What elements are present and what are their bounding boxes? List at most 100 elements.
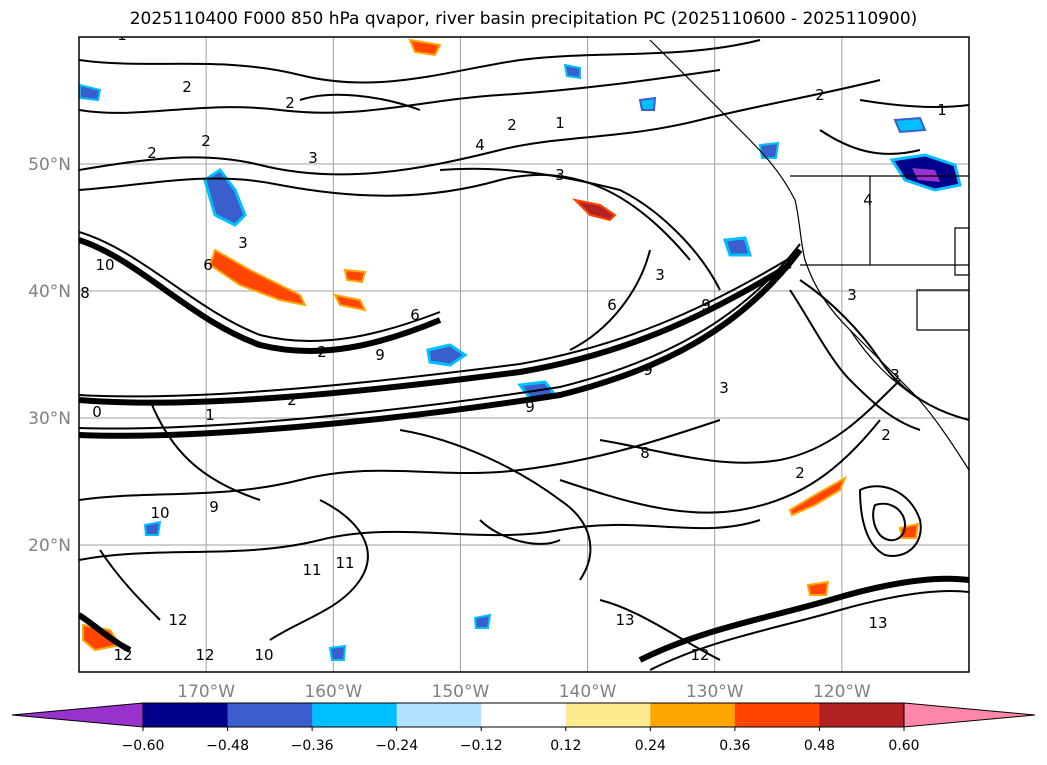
contour-value-label: 10: [95, 256, 114, 274]
coastlines: [649, 39, 969, 471]
precip-patch-positive: [343, 268, 367, 284]
contour-value-label: 2: [507, 116, 517, 134]
contour-value-label: 3: [238, 234, 248, 252]
contour-band: [79, 262, 792, 406]
precip-patch-positive: [82, 623, 122, 652]
contour-line: [872, 502, 907, 542]
contour-line: [79, 519, 761, 561]
contour-value-label: 2: [287, 391, 297, 409]
longitude-label: 150°W: [432, 682, 490, 702]
contour-value-label: 11: [335, 554, 354, 572]
coastline: [954, 227, 969, 276]
precip-patch-negative: [758, 141, 780, 159]
contour-value-label: 3: [308, 149, 318, 167]
contour-value-label: 2: [285, 94, 295, 112]
colorbar-segment: [143, 703, 229, 727]
contour-line: [479, 519, 561, 545]
contour-value-label: 9: [643, 361, 653, 379]
contour-line: [858, 485, 922, 557]
contour-value-label: 8: [640, 444, 650, 462]
precip-patch-negative: [203, 167, 247, 227]
precip-patch-positive: [571, 198, 617, 222]
colorbar-segment: [396, 703, 482, 727]
coastline: [849, 329, 921, 401]
contour-value-label: 9: [525, 398, 535, 416]
contour-line: [399, 429, 592, 581]
latitude-label: 20°N: [28, 536, 71, 556]
contour-band: [79, 243, 801, 430]
map-frame: [78, 36, 970, 673]
colorbar-tick-label: 0.12: [550, 738, 581, 754]
contour-value-label: 4: [863, 191, 873, 209]
contour-value-label: 2: [795, 464, 805, 482]
contour-band: [79, 231, 441, 343]
precip-shading: [79, 38, 962, 661]
precip-patch-negative: [638, 96, 657, 111]
contour-value-label: 4: [475, 136, 485, 154]
contour-value-label: 13: [615, 611, 634, 629]
moisture-contours: [79, 39, 969, 671]
contour-value-label: 12: [195, 646, 214, 664]
colorbar-segment: [650, 703, 736, 727]
contour-line: [819, 129, 921, 155]
contour-value-label: 1: [937, 101, 947, 119]
colorbar-tick-label: 0.24: [635, 738, 666, 754]
contour-line: [79, 39, 761, 84]
contour-line: [599, 599, 721, 661]
contour-line: [559, 419, 881, 514]
contour-line: [789, 289, 921, 431]
longitude-label: 120°W: [813, 682, 871, 702]
contour-value-label: 2: [201, 132, 211, 150]
longitude-label: 160°W: [304, 682, 362, 702]
latitude-label: 50°N: [28, 155, 71, 175]
precip-patch-negative: [328, 644, 347, 661]
coastline: [916, 289, 969, 331]
contour-line: [79, 69, 721, 114]
contour-value-label: 2: [815, 86, 825, 104]
contour-value-label: 11: [302, 561, 321, 579]
contour-value-label: 1: [205, 406, 215, 424]
contour-line: [269, 499, 369, 641]
contour-line: [79, 79, 881, 176]
precip-patch-negative: [893, 116, 927, 134]
contour-band: [79, 248, 803, 439]
contour-band: [79, 612, 132, 653]
contour-value-label: 6: [203, 256, 213, 274]
colorbar-tick-label: −0.36: [291, 738, 334, 754]
contour-value-label: 3: [719, 379, 729, 397]
colorbar-tick-label: 0.48: [804, 738, 835, 754]
contour-line: [79, 173, 691, 261]
contour-value-label: 2: [147, 144, 157, 162]
colorbar-tick-label: −0.12: [460, 738, 503, 754]
precip-patch-positive: [408, 38, 442, 57]
contour-line: [149, 399, 261, 501]
colorbar-tick-label: 0.36: [719, 738, 750, 754]
contour-value-label: 3: [555, 166, 565, 184]
contour-value-label: 12: [113, 646, 132, 664]
contour-band: [638, 575, 969, 663]
plot-area: [79, 37, 969, 672]
precip-patch-negative: [79, 83, 102, 102]
latitude-labels: 50°N 40°N 30°N 20°N: [28, 155, 71, 556]
contour-value-label: 13: [868, 614, 887, 632]
contour-value-label: 9: [209, 498, 219, 516]
contour-value-label: 1: [555, 114, 565, 132]
contour-value-label: 10: [150, 504, 169, 522]
contour-value-label: 12: [690, 646, 709, 664]
contour-value-label: 12: [168, 611, 187, 629]
latitude-label: 30°N: [28, 409, 71, 429]
precip-patch-positive: [208, 248, 307, 307]
colorbar-over-extension: [903, 702, 1036, 728]
precip-patch-positive: [806, 580, 830, 596]
colorbar-tick-label: −0.60: [122, 738, 165, 754]
coastline: [649, 39, 969, 471]
map-title: 2025110400 F000 850 hPa qvapor, river ba…: [129, 9, 918, 29]
precip-patch-negative: [912, 168, 940, 182]
colorbar-segment: [734, 703, 820, 727]
contour-value-label: 6: [410, 306, 420, 324]
colorbar-tick-label: −0.24: [375, 738, 418, 754]
contour-value-label: 2: [317, 343, 327, 361]
contour-band: [79, 237, 442, 354]
